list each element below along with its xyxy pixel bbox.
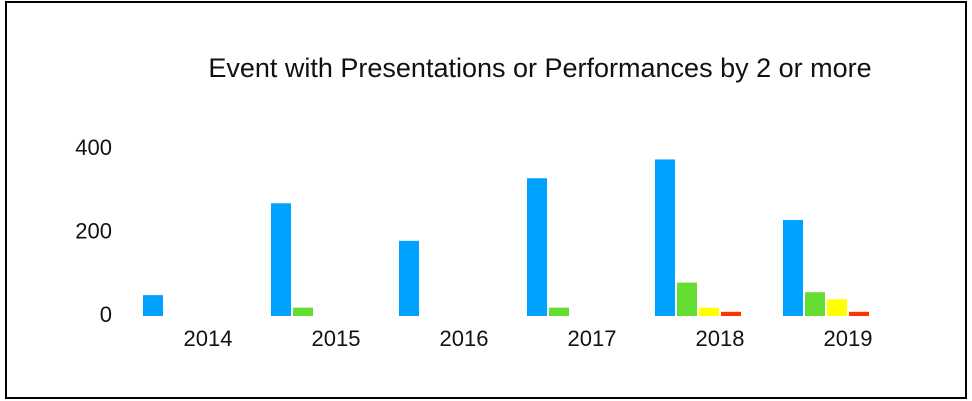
bar xyxy=(827,299,847,316)
bar xyxy=(271,203,291,316)
chart-border xyxy=(5,1,967,399)
bar xyxy=(293,307,313,316)
x-tick-label: 2018 xyxy=(696,326,745,351)
x-tick-label: 2019 xyxy=(824,326,873,351)
bar xyxy=(783,219,803,316)
bar xyxy=(549,307,569,316)
bar xyxy=(527,178,547,316)
bar xyxy=(143,295,163,316)
x-tick-label: 2015 xyxy=(312,326,361,351)
y-tick-label: 400 xyxy=(75,135,112,160)
bar xyxy=(805,292,825,316)
bar xyxy=(399,240,419,316)
y-tick-label: 200 xyxy=(75,218,112,243)
x-tick-label: 2014 xyxy=(184,326,233,351)
bar xyxy=(721,311,741,316)
bar xyxy=(849,311,869,316)
x-tick-label: 2016 xyxy=(440,326,489,351)
x-tick-label: 2017 xyxy=(568,326,617,351)
y-tick-label: 0 xyxy=(100,302,112,327)
bar xyxy=(655,159,675,316)
chart-title: Event with Presentations or Performances… xyxy=(208,53,872,83)
bar xyxy=(677,282,697,316)
bar xyxy=(699,307,719,316)
